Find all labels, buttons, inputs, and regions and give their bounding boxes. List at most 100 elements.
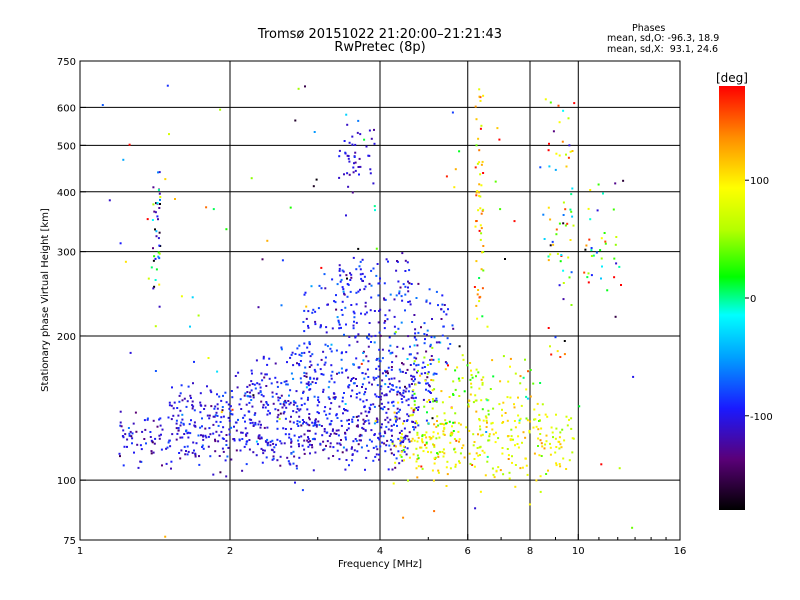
data-point	[535, 425, 538, 428]
data-point	[416, 422, 419, 425]
data-point	[320, 287, 323, 290]
data-point	[414, 378, 416, 381]
data-point	[383, 394, 386, 397]
data-point	[330, 402, 333, 405]
data-point	[330, 420, 333, 422]
data-point	[331, 327, 334, 330]
data-point	[331, 429, 334, 432]
data-point	[381, 357, 384, 360]
data-point	[410, 440, 413, 443]
data-point	[330, 374, 333, 377]
data-point	[377, 321, 380, 324]
data-point	[264, 406, 267, 409]
data-point	[154, 325, 157, 328]
data-point	[504, 412, 507, 414]
data-point	[437, 304, 439, 307]
data-point	[567, 156, 570, 159]
data-point	[245, 434, 248, 437]
data-point	[378, 310, 381, 312]
data-point	[424, 379, 427, 382]
data-point	[408, 353, 411, 356]
data-point	[428, 391, 431, 393]
data-point	[475, 220, 478, 222]
data-point	[222, 438, 225, 440]
data-point	[467, 403, 470, 406]
data-point	[201, 446, 204, 448]
data-point	[519, 467, 522, 470]
data-point	[525, 417, 528, 420]
data-point	[402, 363, 405, 366]
data-point	[194, 452, 197, 455]
data-point	[481, 383, 484, 386]
data-point	[299, 408, 302, 411]
data-point	[618, 265, 621, 268]
data-point	[210, 405, 213, 408]
data-point	[241, 438, 244, 440]
data-point	[248, 439, 251, 441]
data-point	[353, 156, 356, 158]
data-point	[449, 434, 452, 437]
data-point	[522, 376, 525, 379]
data-point	[478, 183, 481, 186]
data-point	[367, 411, 370, 414]
data-point	[438, 450, 441, 453]
data-point	[479, 195, 482, 198]
data-point	[327, 457, 330, 460]
data-point	[179, 436, 182, 439]
data-point	[398, 290, 401, 293]
data-point	[341, 269, 344, 272]
data-point	[481, 433, 484, 436]
data-point	[272, 455, 275, 458]
data-point	[521, 441, 523, 444]
data-point	[543, 447, 546, 450]
data-point	[501, 414, 503, 417]
data-point	[296, 405, 299, 408]
data-point	[497, 466, 500, 469]
data-point	[355, 439, 358, 442]
data-point	[447, 364, 449, 367]
data-point	[413, 400, 416, 403]
data-point	[386, 318, 389, 321]
data-point	[245, 433, 247, 436]
data-point	[406, 261, 409, 264]
data-point	[204, 404, 207, 407]
data-point	[214, 405, 217, 408]
data-point	[448, 420, 451, 423]
data-point	[604, 240, 607, 243]
data-point	[410, 396, 413, 399]
data-point	[390, 377, 393, 380]
data-point	[241, 431, 244, 434]
data-point	[364, 301, 367, 304]
y-tick-label: 100	[57, 476, 76, 487]
data-point	[219, 471, 222, 474]
data-point	[193, 449, 195, 452]
data-point	[558, 447, 561, 450]
data-point	[453, 448, 456, 451]
data-point	[473, 465, 476, 468]
data-point	[631, 526, 634, 529]
data-point	[415, 357, 418, 360]
data-point	[402, 389, 405, 392]
data-point	[420, 372, 423, 375]
data-point	[429, 363, 432, 365]
data-point	[408, 300, 411, 303]
data-point	[214, 438, 216, 441]
data-point	[446, 473, 449, 476]
data-point	[411, 394, 414, 397]
data-point	[416, 433, 419, 436]
data-point	[538, 413, 541, 416]
data-point	[176, 432, 179, 435]
data-point	[452, 327, 455, 330]
data-point	[501, 447, 504, 449]
data-point	[399, 454, 402, 457]
data-point	[587, 272, 590, 275]
data-point	[364, 305, 367, 308]
data-point	[150, 452, 153, 455]
data-point	[533, 418, 536, 421]
data-point	[514, 426, 517, 429]
data-point	[384, 418, 387, 421]
data-point	[144, 428, 147, 431]
data-point	[265, 373, 268, 376]
data-point	[496, 127, 499, 130]
data-point	[484, 415, 487, 418]
